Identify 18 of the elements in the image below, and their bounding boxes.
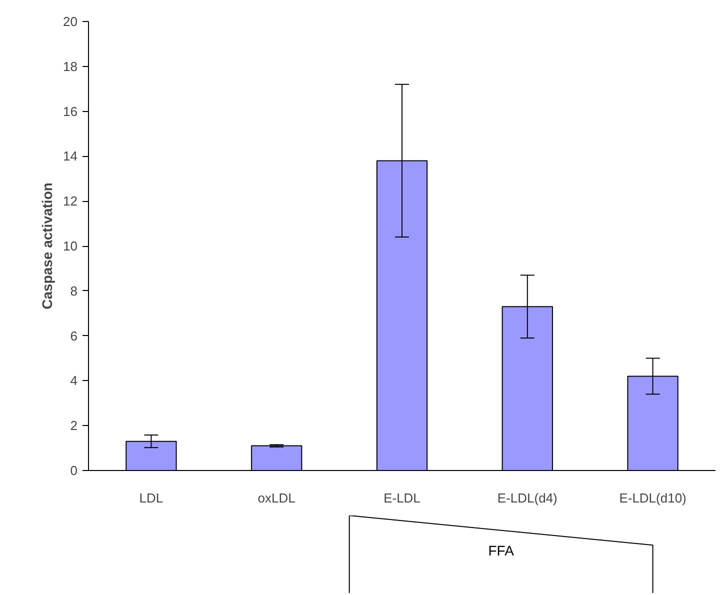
- y-tick-label: 6: [70, 328, 78, 344]
- x-tick-label: LDL: [139, 490, 164, 506]
- text: FFA: [488, 542, 515, 559]
- y-tick-label: 18: [63, 58, 78, 74]
- x-tick-label: oxLDL: [258, 490, 296, 506]
- y-tick-label: 8: [70, 283, 78, 298]
- y-tick-label: 20: [63, 14, 78, 29]
- y-axis-title: Caspase activation: [39, 182, 56, 310]
- y-tick-label: 16: [63, 104, 78, 119]
- y-tick-label: 0: [70, 463, 78, 478]
- y-tick-label: 12: [63, 194, 78, 209]
- y-tick-label: 4: [70, 373, 78, 388]
- x-tick-label: E-LDL(d4): [497, 490, 558, 506]
- x-tick-label: E-LDL(d10): [619, 490, 686, 506]
- y-tick-label: 14: [63, 148, 78, 164]
- x-tick-label: E-LDL: [384, 490, 420, 506]
- y-tick-label: 2: [70, 418, 78, 434]
- y-tick-label: 10: [63, 238, 78, 254]
